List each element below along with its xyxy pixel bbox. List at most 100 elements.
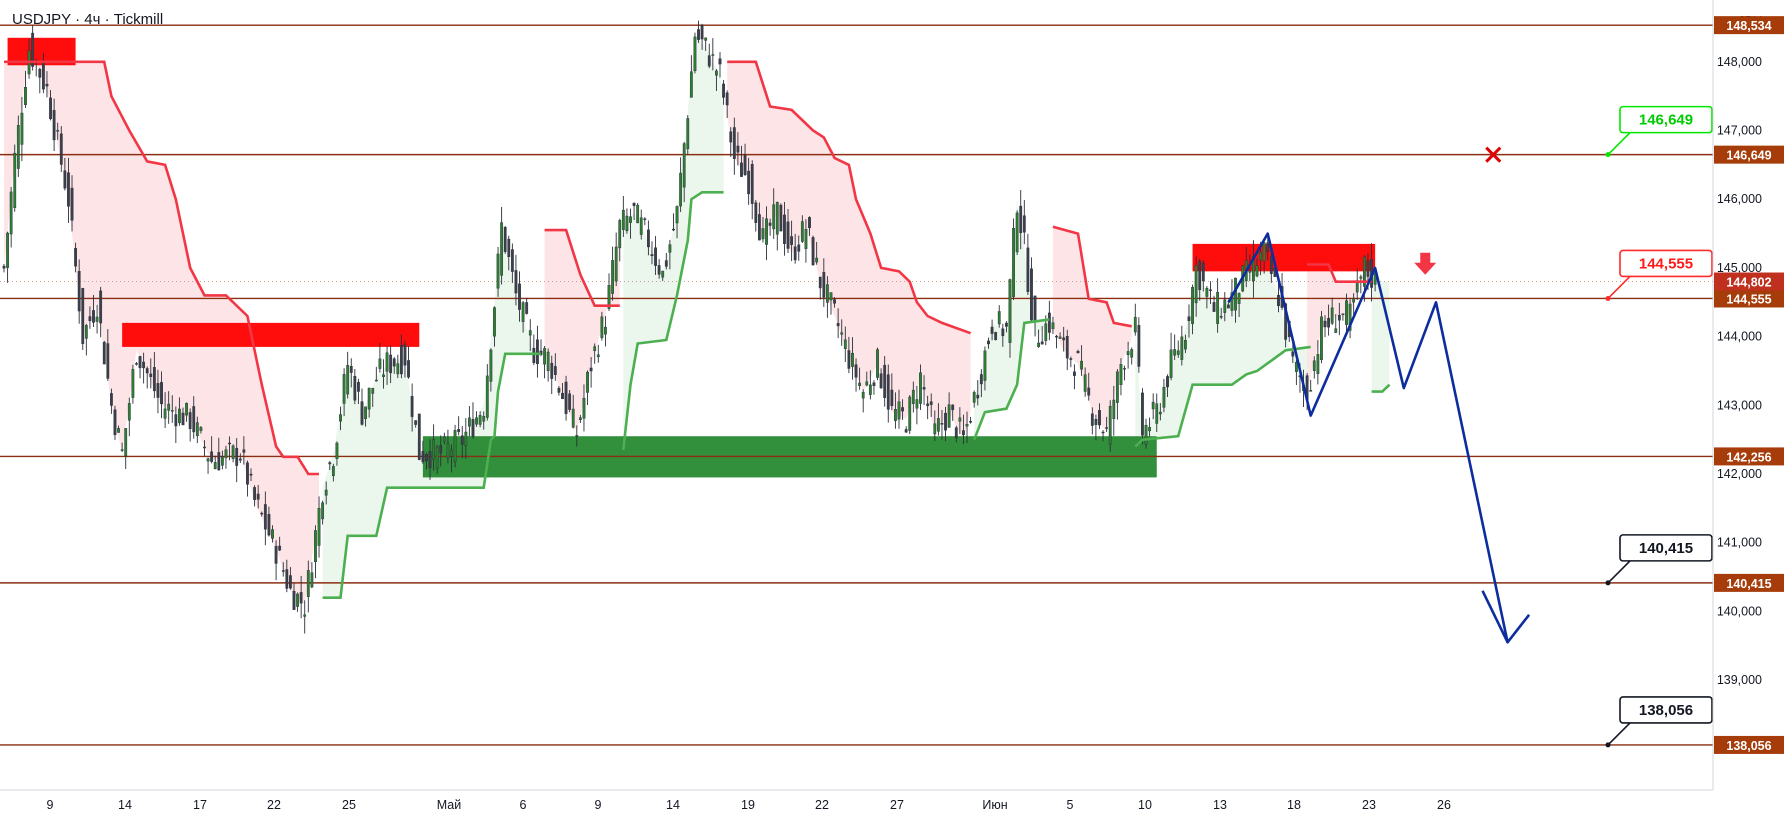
candle-body [478, 415, 482, 425]
candle-body [138, 356, 142, 369]
time-tick-label[interactable]: 9 [595, 798, 602, 812]
candle-body [1022, 215, 1026, 233]
time-tick-label[interactable]: 9 [47, 798, 54, 812]
uptrend-fill [623, 34, 724, 451]
callout-box[interactable] [1619, 249, 1713, 278]
candle [936, 403, 940, 436]
candle-body [135, 363, 138, 365]
candle [550, 355, 554, 395]
candle [940, 409, 944, 440]
time-tick-label[interactable]: 10 [1138, 798, 1152, 812]
candle-body [1366, 260, 1370, 277]
candle [1126, 341, 1130, 369]
time-tick-label[interactable]: 5 [1067, 798, 1074, 812]
candle-body [160, 382, 163, 405]
time-axis-ticks[interactable]: 9 14 17 22 25 Май 6 9 14 19 22 27 Июн 5 10 13 18 23 26 [47, 798, 1451, 812]
level-price-tag [1714, 289, 1784, 308]
candle [389, 345, 393, 384]
callout-box[interactable] [1619, 696, 1713, 724]
candle [1130, 347, 1134, 365]
candle [575, 425, 579, 447]
candle-body [929, 401, 933, 405]
candle-body [886, 374, 890, 410]
candle-body [765, 218, 768, 245]
callout-box[interactable] [1619, 534, 1713, 562]
price-tick-label: 146,000 [1717, 192, 1762, 206]
candle-body [1105, 427, 1109, 429]
candle-body [417, 413, 421, 460]
time-tick-label[interactable]: 14 [666, 798, 680, 812]
candle-body [625, 215, 629, 232]
callout-box[interactable] [1619, 105, 1713, 134]
candle [478, 411, 482, 428]
candle-body [894, 409, 897, 421]
candle [1341, 313, 1345, 321]
time-tick-label[interactable]: 17 [193, 798, 207, 812]
candle-body [768, 222, 772, 226]
forecast-line[interactable] [1227, 232, 1531, 644]
candle-body [475, 417, 478, 425]
candle [1173, 334, 1177, 361]
candle [643, 217, 647, 226]
time-tick-label[interactable]: 26 [1437, 798, 1451, 812]
candle-body [59, 133, 63, 165]
candle [689, 55, 693, 98]
candle [238, 453, 242, 464]
candle-body [639, 217, 643, 235]
candle-body [951, 404, 955, 411]
time-tick-label[interactable]: Май [437, 798, 462, 812]
candle [1123, 365, 1126, 381]
time-tick-label[interactable]: 22 [267, 798, 281, 812]
candle-body [704, 37, 708, 41]
candle-body [49, 97, 52, 120]
candle [417, 413, 421, 461]
time-tick-label[interactable]: 13 [1213, 798, 1227, 812]
candle [1334, 314, 1338, 334]
time-tick-label[interactable]: 14 [118, 798, 132, 812]
time-tick-label[interactable]: 25 [342, 798, 356, 812]
candle-body [804, 229, 808, 249]
candle [1209, 281, 1212, 304]
candle-body [1001, 328, 1005, 337]
candle-body [926, 403, 930, 406]
candle [281, 562, 285, 577]
candle [385, 346, 389, 385]
price-callouts[interactable]: 146,649 144,555 140,415 138,056 [1605, 105, 1713, 748]
candle-body [360, 401, 364, 425]
candle-body [346, 364, 350, 395]
callout-anchor-dot [1605, 580, 1611, 586]
candle-body [836, 323, 840, 327]
candle-body [1201, 262, 1205, 282]
candle-body [983, 350, 987, 381]
candle-body [410, 396, 414, 417]
time-tick-label[interactable]: Июн [982, 798, 1007, 812]
time-tick-label[interactable]: 22 [815, 798, 829, 812]
candle [1248, 254, 1252, 282]
supertrend-down-line [544, 228, 620, 307]
time-tick-label[interactable]: 6 [520, 798, 527, 812]
time-tick-label[interactable]: 19 [741, 798, 755, 812]
time-tick-label[interactable]: 27 [890, 798, 904, 812]
candle-body [510, 249, 514, 272]
time-tick-label[interactable]: 23 [1362, 798, 1376, 812]
forecast-path[interactable] [1227, 232, 1531, 644]
price-axis[interactable] [1714, 0, 1787, 790]
candle-body [826, 284, 829, 303]
callout-label: 138,056 [1639, 702, 1693, 719]
candle-body [74, 248, 78, 267]
candle-body [414, 420, 418, 425]
price-tick-label: 148,000 [1717, 55, 1762, 69]
candle-body [693, 36, 697, 72]
candle-body [743, 154, 747, 175]
candle [167, 391, 171, 424]
symbol-title[interactable]: USDJPY · 4ч · Tickmill [12, 11, 164, 28]
candle [944, 407, 947, 442]
time-tick-label[interactable]: 18 [1287, 798, 1301, 812]
candle [897, 389, 901, 429]
candle [292, 583, 296, 610]
candle-body [715, 70, 718, 76]
candle [471, 402, 475, 439]
candle-body [485, 375, 489, 418]
candle [543, 346, 546, 379]
